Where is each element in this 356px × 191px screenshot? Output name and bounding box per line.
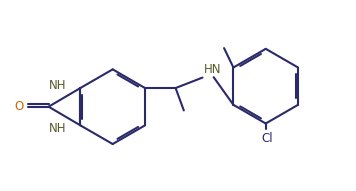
Text: Cl: Cl — [262, 132, 273, 145]
Text: HN: HN — [204, 63, 222, 76]
Text: NH: NH — [49, 122, 66, 135]
Text: NH: NH — [49, 79, 66, 91]
Text: O: O — [14, 100, 23, 113]
